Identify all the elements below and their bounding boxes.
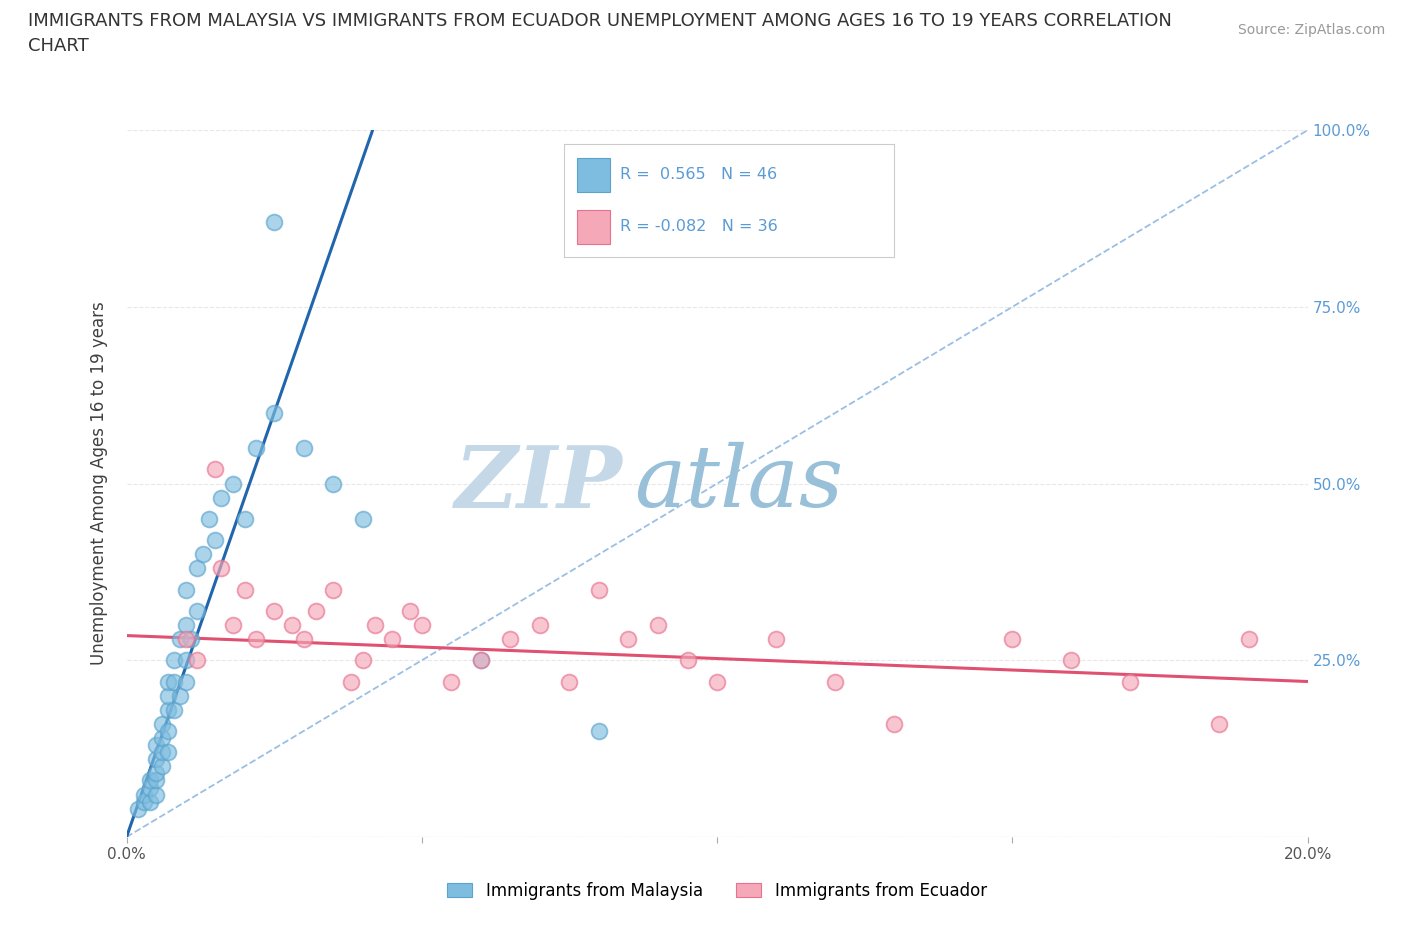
Point xyxy=(676,653,699,668)
Point xyxy=(174,582,197,597)
Point xyxy=(204,533,226,548)
Point xyxy=(150,759,173,774)
Point xyxy=(186,604,208,618)
Text: Source: ZipAtlas.com: Source: ZipAtlas.com xyxy=(1237,23,1385,37)
Point xyxy=(156,674,179,689)
Text: IMMIGRANTS FROM MALAYSIA VS IMMIGRANTS FROM ECUADOR UNEMPLOYMENT AMONG AGES 16 T: IMMIGRANTS FROM MALAYSIA VS IMMIGRANTS F… xyxy=(28,12,1173,30)
Point xyxy=(150,745,173,760)
Point xyxy=(1208,716,1230,731)
Point xyxy=(340,674,363,689)
Text: ZIP: ZIP xyxy=(454,442,623,525)
Point xyxy=(156,724,179,738)
Legend: Immigrants from Malaysia, Immigrants from Ecuador: Immigrants from Malaysia, Immigrants fro… xyxy=(440,875,994,907)
Point xyxy=(233,512,256,526)
Point xyxy=(1001,631,1024,646)
Point xyxy=(322,582,344,597)
Point xyxy=(381,631,404,646)
Point xyxy=(292,441,315,456)
Point xyxy=(209,561,232,576)
Point xyxy=(145,751,167,766)
Point xyxy=(222,476,245,491)
Point xyxy=(706,674,728,689)
Point xyxy=(174,631,197,646)
Point xyxy=(588,724,610,738)
Point xyxy=(263,215,285,230)
Text: atlas: atlas xyxy=(634,443,844,525)
Point xyxy=(174,674,197,689)
Point xyxy=(1119,674,1142,689)
Point xyxy=(145,787,167,802)
Point xyxy=(824,674,846,689)
Point xyxy=(281,618,304,632)
Point xyxy=(363,618,385,632)
Y-axis label: Unemployment Among Ages 16 to 19 years: Unemployment Among Ages 16 to 19 years xyxy=(90,301,108,666)
Point xyxy=(156,702,179,717)
Point xyxy=(156,745,179,760)
Point xyxy=(883,716,905,731)
Point xyxy=(499,631,522,646)
Point xyxy=(222,618,245,632)
Point xyxy=(529,618,551,632)
Point xyxy=(399,604,422,618)
Point xyxy=(186,561,208,576)
Point xyxy=(470,653,492,668)
Point xyxy=(209,490,232,505)
Point xyxy=(174,618,197,632)
Point xyxy=(145,766,167,781)
Point xyxy=(204,462,226,477)
Point xyxy=(263,604,285,618)
Point xyxy=(139,780,162,795)
Point xyxy=(765,631,787,646)
Point xyxy=(558,674,581,689)
Point xyxy=(233,582,256,597)
Point xyxy=(411,618,433,632)
Point xyxy=(352,653,374,668)
Point xyxy=(647,618,669,632)
Point xyxy=(245,441,267,456)
Point xyxy=(1060,653,1083,668)
Point xyxy=(588,582,610,597)
Point xyxy=(245,631,267,646)
Point xyxy=(169,631,191,646)
Point xyxy=(163,674,186,689)
Point xyxy=(292,631,315,646)
Point xyxy=(150,731,173,746)
Point xyxy=(470,653,492,668)
Point xyxy=(263,405,285,420)
Point xyxy=(139,794,162,809)
Point xyxy=(169,688,191,703)
Point xyxy=(145,773,167,788)
Point xyxy=(139,773,162,788)
Point xyxy=(156,688,179,703)
Point xyxy=(304,604,326,618)
Point xyxy=(352,512,374,526)
Point xyxy=(145,737,167,752)
Point xyxy=(180,631,202,646)
Point xyxy=(617,631,640,646)
Point xyxy=(440,674,463,689)
Point xyxy=(163,653,186,668)
Point xyxy=(163,702,186,717)
Point xyxy=(134,787,156,802)
Point xyxy=(127,802,149,817)
Point xyxy=(198,512,221,526)
Point xyxy=(322,476,344,491)
Text: CHART: CHART xyxy=(28,37,89,55)
Point xyxy=(186,653,208,668)
Point xyxy=(193,547,215,562)
Point xyxy=(174,653,197,668)
Point xyxy=(134,794,156,809)
Point xyxy=(150,716,173,731)
Point xyxy=(1237,631,1260,646)
